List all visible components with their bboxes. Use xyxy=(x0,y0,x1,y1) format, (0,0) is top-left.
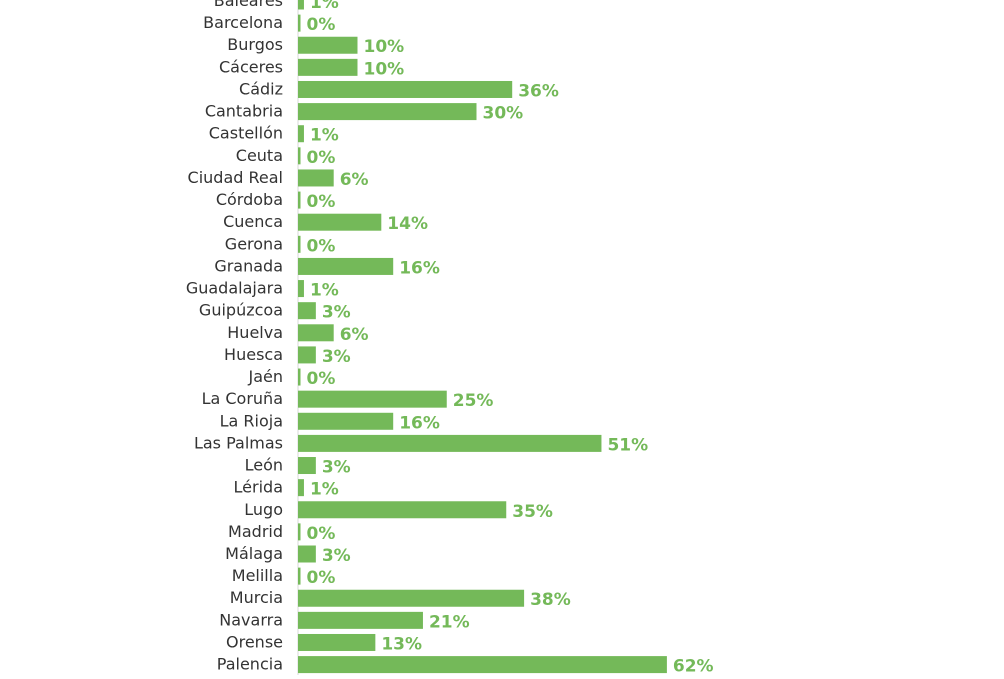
category-label-la-coruna: La Coruña xyxy=(202,389,283,408)
category-label-malaga: Málaga xyxy=(225,544,283,563)
bar-ceuta xyxy=(298,147,301,165)
category-label-leon: León xyxy=(245,456,283,475)
bar-cordoba xyxy=(298,191,301,209)
bar-la-coruna xyxy=(298,390,447,408)
category-label-barcelona: Barcelona xyxy=(203,13,283,32)
bar-las-palmas xyxy=(298,434,602,452)
value-label-ceuta: 0% xyxy=(307,148,336,168)
bar-madrid xyxy=(298,523,301,541)
category-label-gerona: Gerona xyxy=(225,234,283,253)
bar-burgos xyxy=(298,36,358,54)
category-labels-group: Baleares Barcelona Burgos Cáceres Cádiz Canta… xyxy=(186,0,283,674)
bar-granada xyxy=(298,257,394,275)
category-label-granada: Granada xyxy=(214,256,283,275)
value-label-malaga: 3% xyxy=(322,546,351,566)
bar-caceres xyxy=(298,58,358,76)
category-label-castellon: Castellón xyxy=(209,124,283,143)
value-label-orense: 13% xyxy=(381,634,422,654)
bar-lerida xyxy=(298,479,304,497)
category-label-guadalajara: Guadalajara xyxy=(186,279,283,298)
value-label-madrid: 0% xyxy=(307,524,336,544)
category-label-ciudad-real: Ciudad Real xyxy=(188,168,283,187)
value-label-gerona: 0% xyxy=(307,236,336,256)
value-label-cadiz: 36% xyxy=(518,81,559,101)
category-label-la-rioja: La Rioja xyxy=(220,411,283,430)
value-label-cuenca: 14% xyxy=(387,214,428,234)
category-label-jaen: Jaén xyxy=(247,367,283,386)
category-label-navarra: Navarra xyxy=(219,610,283,629)
category-label-huelva: Huelva xyxy=(227,323,283,342)
value-label-la-coruna: 25% xyxy=(453,391,494,411)
category-label-cuenca: Cuenca xyxy=(223,212,283,231)
category-label-madrid: Madrid xyxy=(228,522,283,541)
value-label-la-rioja: 16% xyxy=(399,413,440,433)
value-label-cantabria: 30% xyxy=(483,104,524,124)
bar-murcia xyxy=(298,589,525,607)
category-label-caceres: Cáceres xyxy=(219,57,283,76)
bar-cuenca xyxy=(298,213,382,231)
bar-cantabria xyxy=(298,103,477,121)
category-label-las-palmas: Las Palmas xyxy=(194,433,283,452)
bar-malaga xyxy=(298,545,316,563)
category-label-baleares: Baleares xyxy=(214,0,283,10)
category-label-huesca: Huesca xyxy=(224,345,283,364)
category-label-palencia: Palencia xyxy=(217,655,283,674)
category-label-lugo: Lugo xyxy=(244,500,283,519)
value-label-castellon: 1% xyxy=(310,126,339,146)
value-label-navarra: 21% xyxy=(429,612,470,632)
category-label-cordoba: Córdoba xyxy=(216,190,283,209)
bar-navarra xyxy=(298,611,423,629)
category-label-burgos: Burgos xyxy=(227,35,283,54)
value-label-leon: 3% xyxy=(322,458,351,478)
value-label-las-palmas: 51% xyxy=(607,435,648,455)
bar-lugo xyxy=(298,501,507,519)
value-label-barcelona: 0% xyxy=(307,15,336,35)
bars-group xyxy=(298,0,667,674)
value-label-caceres: 10% xyxy=(364,59,405,79)
value-label-lugo: 35% xyxy=(512,502,553,522)
category-label-ceuta: Ceuta xyxy=(236,146,283,165)
bar-orense xyxy=(298,633,376,651)
bar-la-rioja xyxy=(298,412,394,430)
value-label-guadalajara: 1% xyxy=(310,281,339,301)
category-label-melilla: Melilla xyxy=(232,566,283,585)
bar-baleares xyxy=(298,0,304,10)
value-label-palencia: 62% xyxy=(673,657,714,675)
value-label-jaen: 0% xyxy=(307,369,336,389)
value-label-burgos: 10% xyxy=(364,37,405,57)
bar-leon xyxy=(298,457,316,475)
bar-gerona xyxy=(298,235,301,253)
value-labels-group: 1%0%10%10%36%30%1%0%6%0%14%0%16%1%3%6%3%… xyxy=(307,0,714,677)
value-label-cordoba: 0% xyxy=(307,192,336,212)
bar-palencia xyxy=(298,656,667,674)
bar-cadiz xyxy=(298,80,513,98)
value-label-granada: 16% xyxy=(399,258,440,278)
value-label-melilla: 0% xyxy=(307,568,336,588)
bar-jaen xyxy=(298,368,301,386)
value-label-huesca: 3% xyxy=(322,347,351,367)
value-label-baleares: 1% xyxy=(310,0,339,13)
value-label-huelva: 6% xyxy=(340,325,369,345)
category-label-murcia: Murcia xyxy=(230,588,283,607)
category-label-lerida: Lérida xyxy=(234,478,283,497)
bar-melilla xyxy=(298,567,301,585)
value-label-murcia: 38% xyxy=(530,590,571,610)
bar-barcelona xyxy=(298,14,301,32)
value-label-guipuzcoa: 3% xyxy=(322,303,351,323)
category-label-guipuzcoa: Guipúzcoa xyxy=(199,301,283,320)
value-label-ciudad-real: 6% xyxy=(340,170,369,190)
value-label-lerida: 1% xyxy=(310,480,339,500)
bar-guadalajara xyxy=(298,280,304,298)
bar-huelva xyxy=(298,324,334,342)
bar-huesca xyxy=(298,346,316,364)
category-label-cantabria: Cantabria xyxy=(205,102,283,121)
category-label-orense: Orense xyxy=(226,632,283,651)
bar-ciudad-real xyxy=(298,169,334,187)
bar-castellon xyxy=(298,125,304,143)
bar-guipuzcoa xyxy=(298,302,316,320)
category-label-cadiz: Cádiz xyxy=(239,79,283,98)
